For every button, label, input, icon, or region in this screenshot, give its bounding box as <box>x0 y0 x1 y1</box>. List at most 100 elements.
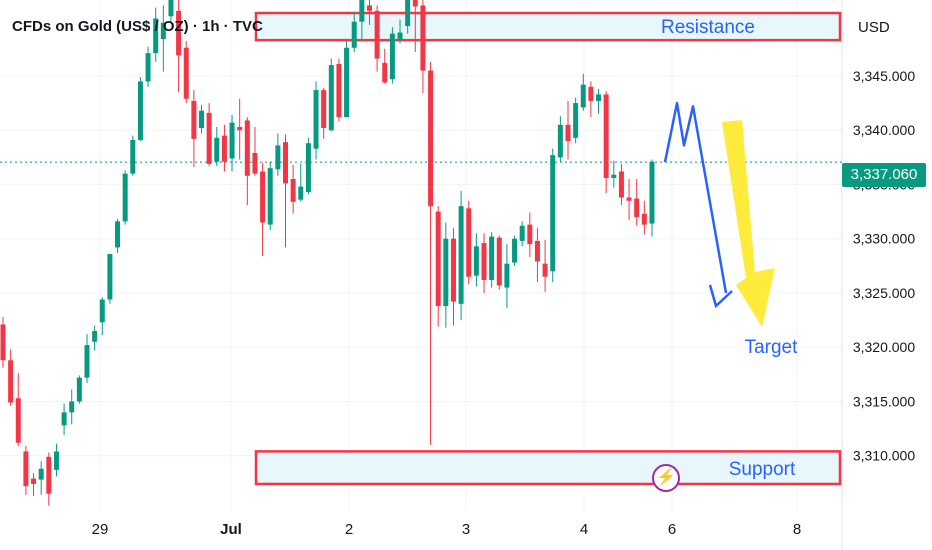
candle <box>15 373 21 446</box>
projection <box>663 101 775 327</box>
candle <box>252 126 258 176</box>
currency-label[interactable]: USD <box>858 19 890 36</box>
candle <box>244 117 250 206</box>
projection-path <box>663 101 728 294</box>
y-tick-label: 3,315.000 <box>853 393 915 409</box>
candle <box>481 233 487 293</box>
candle <box>275 133 281 176</box>
candle <box>397 19 403 44</box>
candle <box>428 61 434 445</box>
y-tick-label: 3,320.000 <box>853 339 915 355</box>
x-tick-label: Jul <box>220 521 242 538</box>
candle <box>84 334 90 384</box>
last-price-badge: 3,337.060 <box>842 163 926 187</box>
candle <box>8 349 14 406</box>
y-tick-label: 3,340.000 <box>853 122 915 138</box>
candle <box>336 58 342 122</box>
candle <box>504 244 510 309</box>
x-tick-label: 29 <box>92 521 109 538</box>
candle <box>69 389 75 425</box>
candle <box>122 170 128 225</box>
x-tick-label: 8 <box>793 521 801 538</box>
candle <box>466 200 472 285</box>
candle <box>588 81 594 118</box>
candle <box>420 0 426 94</box>
y-tick-label: 3,330.000 <box>853 231 915 247</box>
candle <box>298 163 304 202</box>
candle <box>557 116 563 162</box>
y-axis[interactable]: 3,345.0003,340.0003,335.0003,330.0003,32… <box>853 68 915 464</box>
candle <box>443 222 449 328</box>
candle <box>344 41 350 118</box>
candle <box>512 235 518 266</box>
candle <box>321 87 327 139</box>
candle <box>115 219 121 253</box>
candle <box>46 452 52 506</box>
candle <box>611 160 617 188</box>
candle <box>328 58 334 132</box>
candle <box>221 124 227 172</box>
support-label: Support <box>729 459 796 480</box>
lightning-bolt-icon[interactable]: ⚡ <box>652 464 680 492</box>
target-label: Target <box>745 337 799 358</box>
target-arrow <box>722 120 775 327</box>
y-tick-label: 3,310.000 <box>853 448 915 464</box>
candle <box>153 7 159 62</box>
candle <box>191 90 197 168</box>
candle <box>99 297 105 336</box>
candle <box>168 0 174 22</box>
x-axis[interactable]: 29 Jul 2 3 4 6 8 <box>92 521 802 538</box>
candle <box>649 159 655 237</box>
candle <box>92 325 98 351</box>
candle <box>573 97 579 144</box>
candle <box>450 227 456 326</box>
candle <box>183 41 189 104</box>
candle <box>137 77 143 142</box>
x-tick-label: 3 <box>462 521 470 538</box>
candle <box>38 461 44 495</box>
x-tick-label: 6 <box>668 521 676 538</box>
candle <box>405 0 411 34</box>
x-tick-label: 2 <box>345 521 353 538</box>
candle <box>351 11 357 53</box>
candle <box>23 445 29 495</box>
candle <box>290 164 296 214</box>
candle <box>61 403 67 436</box>
y-tick-label: 3,345.000 <box>853 68 915 84</box>
candle <box>458 190 464 321</box>
y-tick-label: 3,325.000 <box>853 285 915 301</box>
candle <box>596 88 602 114</box>
support-zone <box>254 450 842 486</box>
candle <box>199 105 205 134</box>
candle <box>282 134 288 248</box>
candle <box>145 46 151 87</box>
candle <box>435 206 441 327</box>
candle <box>206 103 212 167</box>
candle <box>260 162 266 257</box>
candle <box>519 221 525 247</box>
candle <box>374 5 380 72</box>
candle <box>214 126 220 167</box>
candle <box>641 200 647 235</box>
candle <box>542 239 548 292</box>
candle <box>550 148 556 283</box>
candle <box>313 81 319 160</box>
candles <box>0 0 655 506</box>
candle <box>389 27 395 84</box>
x-tick-label: 4 <box>580 521 588 538</box>
candle <box>237 98 243 160</box>
candle <box>107 253 113 304</box>
candle <box>473 233 479 287</box>
candle <box>31 473 37 496</box>
candle <box>267 161 273 231</box>
candle <box>580 73 586 111</box>
candle <box>534 227 540 283</box>
candle <box>496 235 502 290</box>
projection-arrowhead <box>708 284 733 309</box>
candle <box>359 0 365 40</box>
candle <box>0 316 6 368</box>
candle <box>626 179 632 221</box>
candle <box>489 232 495 288</box>
candle <box>382 48 388 84</box>
